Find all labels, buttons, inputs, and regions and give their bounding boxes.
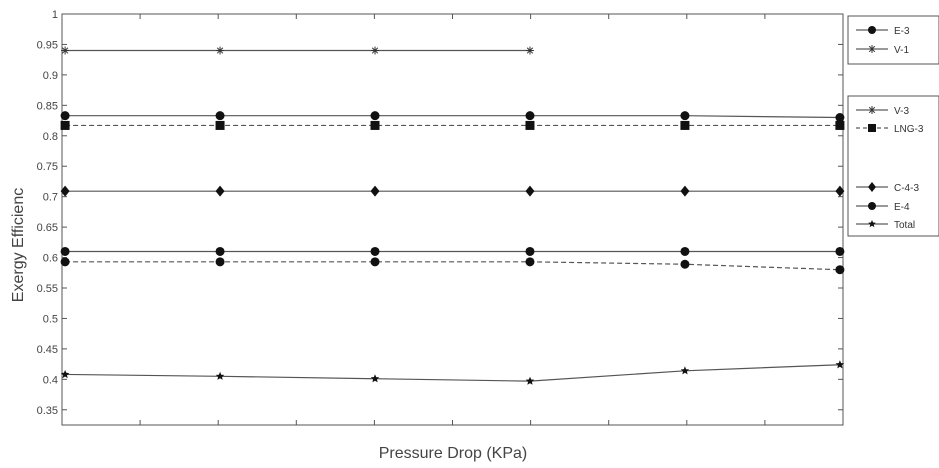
data-point	[680, 366, 690, 375]
data-point	[680, 120, 690, 130]
series-e-3	[60, 111, 845, 123]
data-point	[370, 374, 380, 383]
legend-marker	[868, 202, 876, 210]
data-point	[60, 111, 70, 121]
data-point	[835, 246, 845, 256]
data-point	[216, 46, 225, 55]
data-point	[370, 257, 380, 267]
data-point	[835, 113, 845, 123]
data-point	[370, 120, 380, 130]
y-tick-label: 0.45	[37, 344, 58, 356]
data-point	[215, 120, 225, 130]
plot-frame	[61, 13, 844, 426]
y-tick-label: 0.8	[43, 131, 58, 143]
data-point	[525, 246, 535, 256]
y-tick-label: 0.55	[37, 283, 58, 295]
series-unlabeled-6	[60, 257, 845, 275]
y-tick-label: 0.6	[43, 253, 58, 265]
legend-box-top	[847, 15, 939, 65]
data-point	[525, 120, 535, 130]
y-tick-labels: 0.35 0.4 0.45 0.5 0.55 0.6 0.65 0.7 0.75 0.8 0.85 0…	[37, 9, 58, 417]
series-e-4	[60, 246, 845, 256]
data-point	[525, 111, 535, 121]
series-line	[65, 115, 840, 119]
data-point	[525, 376, 535, 385]
legend-label: Total	[894, 220, 915, 231]
data-point	[680, 185, 690, 197]
series-lng-3	[60, 120, 845, 130]
legend: E-3 V-1 V-3 LNG-3 C-4-3 E-4 Total	[847, 15, 939, 237]
y-tick-label: 0.95	[37, 39, 58, 51]
legend-item: E-4	[856, 202, 910, 213]
data-point	[60, 120, 70, 130]
data-point	[215, 246, 225, 256]
plot-border	[61, 13, 844, 426]
legend-label: V-3	[894, 106, 909, 117]
data-point	[525, 185, 535, 197]
legend-item: Total	[856, 220, 915, 231]
y-axis-label: Exergy Efficienc	[10, 188, 27, 302]
series-v-1	[61, 46, 534, 55]
data-point	[60, 185, 70, 197]
y-tick-label: 0.65	[37, 222, 58, 234]
data-point	[680, 246, 690, 256]
data-point	[371, 46, 380, 55]
legend-label: V-1	[894, 45, 909, 56]
data-point	[370, 111, 380, 121]
data-point	[60, 246, 70, 256]
data-point	[525, 46, 534, 55]
legend-label: C-4-3	[894, 183, 919, 194]
legend-item: V-1	[856, 45, 909, 56]
data-point	[215, 111, 225, 121]
y-tick-label: 0.9	[43, 70, 58, 82]
data-point	[60, 257, 70, 267]
y-tick-label: 0.7	[43, 192, 58, 204]
data-point	[215, 371, 225, 380]
series-line	[65, 364, 840, 382]
legend-label: E-4	[894, 202, 910, 213]
y-tick-label: 0.35	[37, 405, 58, 417]
x-axis-label: Pressure Drop (KPa)	[379, 445, 528, 462]
legend-item: V-3	[856, 106, 909, 117]
data-point	[525, 257, 535, 267]
legend-marker	[868, 182, 876, 192]
legend-marker	[868, 26, 876, 34]
y-tick-label: 0.5	[43, 313, 58, 325]
data-point	[680, 259, 690, 269]
legend-box-bottom	[847, 95, 939, 237]
data-point	[835, 185, 845, 197]
y-tick-label: 0.4	[43, 374, 58, 386]
data-point	[61, 46, 70, 55]
data-point	[215, 257, 225, 267]
legend-item: C-4-3	[856, 182, 919, 194]
data-point	[835, 120, 845, 130]
data-point	[370, 246, 380, 256]
data-point	[215, 185, 225, 197]
legend-marker	[868, 106, 876, 114]
data-point	[680, 111, 690, 121]
data-point	[370, 185, 380, 197]
data-point	[835, 360, 845, 369]
y-tick-label: 0.75	[37, 161, 58, 173]
legend-item: LNG-3	[856, 124, 924, 135]
series-layer	[60, 46, 845, 385]
series-total	[60, 360, 845, 385]
legend-label: E-3	[894, 26, 910, 37]
series-c-4-3	[60, 185, 845, 197]
legend-marker	[868, 220, 876, 228]
legend-label: LNG-3	[894, 124, 924, 135]
legend-item: E-3	[856, 26, 910, 37]
y-tick-label: 0.85	[37, 100, 58, 112]
legend-marker	[868, 45, 876, 53]
data-point	[835, 265, 845, 275]
y-tick-label: 1	[52, 9, 58, 21]
series-line	[65, 261, 840, 271]
data-point	[60, 370, 70, 379]
legend-marker	[868, 124, 876, 132]
